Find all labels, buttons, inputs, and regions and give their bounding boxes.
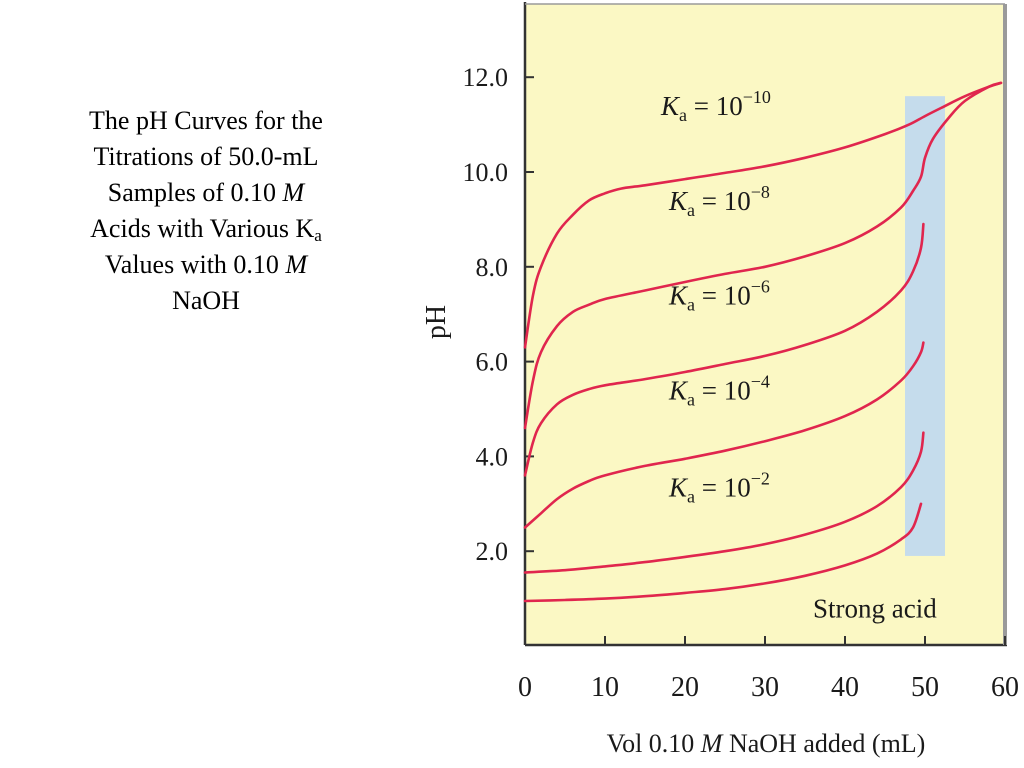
label-ka-subscript: a [687, 487, 695, 507]
series-line-1 [523, 81, 1003, 349]
label-ka-subscript: a [679, 105, 687, 125]
label-equals: = 10 [695, 186, 751, 216]
caption-molarity-symbol: M [285, 250, 308, 279]
label-ka-subscript: a [687, 295, 695, 315]
label-ka-symbol: K [668, 473, 689, 503]
series-label-5: Ka = 10−2 [668, 469, 770, 507]
caption-text: Values with 0.10 [104, 250, 286, 279]
x-axis-label: Vol 0.10 M NaOH added (mL) [607, 729, 926, 758]
label-equals: = 10 [695, 281, 751, 311]
label-ka-symbol: K [668, 186, 689, 216]
series-line-2 [523, 81, 1003, 430]
caption-line: The pH Curves for the [89, 106, 323, 135]
figure-caption: The pH Curves for the Titrations of 50.0… [38, 103, 374, 319]
x-axis-label-molarity: M [700, 729, 724, 758]
x-axis-label-text: NaOH added (mL) [722, 729, 925, 758]
y-tick-label: 6.0 [476, 348, 509, 377]
label-equals: = 10 [687, 91, 743, 121]
series-label-2: Ka = 10−8 [668, 182, 770, 220]
label-ka-symbol: K [668, 281, 689, 311]
series-line-6 [523, 502, 923, 603]
x-tick-label: 50 [911, 672, 939, 703]
caption-line: Values with 0.10 M [38, 247, 374, 283]
y-tick-label: 12.0 [463, 63, 509, 92]
y-tick-label: 4.0 [476, 442, 509, 471]
caption-text: Acids with Various K [90, 214, 315, 243]
x-tick-label: 30 [751, 672, 779, 703]
label-ka-symbol: K [660, 91, 681, 121]
caption-subscript: a [314, 226, 322, 245]
x-tick-label: 20 [671, 672, 699, 703]
caption-molarity-symbol: M [282, 178, 305, 207]
series-label-4: Ka = 10−4 [668, 372, 770, 410]
label-equals: = 10 [695, 473, 751, 503]
label-exponent: −8 [751, 182, 770, 202]
y-axis-label: pH [421, 305, 452, 339]
caption-line: Acids with Various Ka [38, 211, 374, 247]
label-exponent: −4 [751, 372, 770, 392]
series-label-3: Ka = 10−6 [668, 277, 770, 315]
equivalence-band [905, 96, 945, 556]
label-ka-subscript: a [687, 390, 695, 410]
label-equals: = 10 [695, 376, 751, 406]
series-label-strong-acid: Strong acid [813, 594, 937, 624]
label-exponent: −6 [751, 277, 770, 297]
x-tick-label: 10 [591, 672, 619, 703]
caption-line: Titrations of 50.0-mL [93, 142, 319, 171]
caption-text: Samples of 0.10 [107, 178, 283, 207]
y-tick-label: 8.0 [476, 253, 509, 282]
x-tick-label: 0 [518, 672, 532, 703]
series-line-4 [523, 341, 925, 529]
y-tick-label: 2.0 [476, 537, 509, 566]
label-exponent: −10 [743, 87, 771, 107]
x-tick-label: 40 [831, 672, 859, 703]
x-tick-label: 60 [991, 672, 1019, 703]
label-ka-subscript: a [687, 200, 695, 220]
caption-line: NaOH [172, 286, 240, 315]
caption-line: Samples of 0.10 M [38, 175, 374, 211]
y-tick-label: 10.0 [463, 158, 509, 187]
x-axis-label-text: Vol 0.10 [607, 729, 701, 758]
series-line-3 [523, 222, 925, 477]
series-line-5 [523, 431, 925, 574]
label-ka-symbol: K [668, 376, 689, 406]
series-label-1: Ka = 10−10 [660, 87, 771, 125]
label-exponent: −2 [751, 469, 770, 489]
